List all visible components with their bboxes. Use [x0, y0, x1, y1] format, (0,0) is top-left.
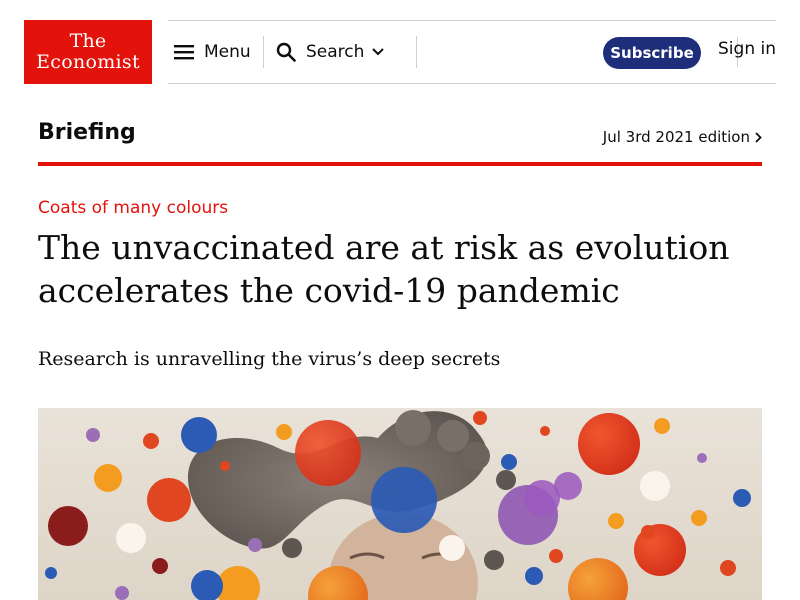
subscribe-button[interactable]: Subscribe — [603, 37, 701, 69]
economist-logo[interactable]: The Economist — [24, 20, 152, 84]
hamburger-icon — [174, 45, 194, 60]
covid-variants-illustration — [38, 408, 762, 600]
chevron-right-icon — [755, 131, 762, 143]
nav-bar: Menu Search Subscribe Sign in — [168, 20, 776, 84]
article-rubric: Coats of many colours — [38, 198, 229, 218]
nav-divider — [263, 36, 264, 68]
article-subheadline: Research is unravelling the virus’s deep… — [38, 348, 501, 370]
menu-label: Menu — [204, 42, 251, 62]
section-bar: Briefing Jul 3rd 2021 edition — [38, 118, 762, 166]
search-label: Search — [306, 42, 365, 62]
edition-label: Jul 3rd 2021 edition — [602, 128, 750, 146]
nav-divider — [416, 36, 417, 68]
logo-line-2: Economist — [36, 51, 140, 73]
chevron-down-icon — [372, 48, 385, 56]
article-headline: The unvaccinated are at risk as evolutio… — [38, 228, 730, 310]
search-button[interactable]: Search — [276, 21, 385, 83]
article-illustration — [38, 408, 762, 600]
nav-divider — [737, 37, 738, 67]
logo-line-1: The — [69, 30, 107, 52]
menu-button[interactable]: Menu — [174, 21, 251, 83]
section-title[interactable]: Briefing — [38, 120, 136, 145]
edition-link[interactable]: Jul 3rd 2021 edition — [603, 128, 762, 146]
search-icon — [276, 42, 296, 62]
site-header: The Economist Menu Search — [24, 20, 776, 84]
sign-in-link[interactable]: Sign in — [718, 39, 776, 59]
